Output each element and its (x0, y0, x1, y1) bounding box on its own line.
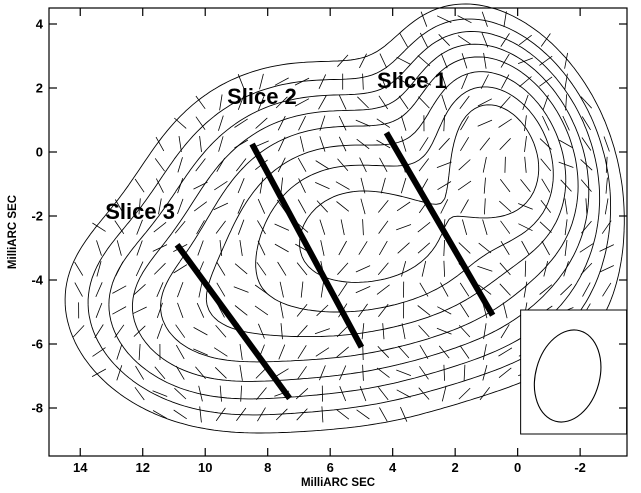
y-tick-label: -6 (31, 337, 43, 352)
y-tick-label: -8 (31, 401, 43, 416)
plot-frame (48, 7, 628, 457)
y-tick-label: -2 (31, 209, 43, 224)
x-tick-label: 12 (135, 460, 149, 475)
x-tick-label: 14 (73, 460, 88, 475)
slice-line-1 (383, 131, 496, 317)
slice-line-3 (174, 243, 292, 401)
x-tick-label: 6 (327, 460, 334, 475)
polarization-vector-layer (73, 11, 614, 423)
contour-level-5 (160, 56, 579, 363)
contour-level-7 (255, 86, 554, 313)
x-tick-label: 2 (452, 460, 459, 475)
x-tick-label: 0 (514, 460, 521, 475)
axes-layer: 14 12 10 8 6 4 2 0 -2 4 2 0 -2 -4 -6 -8 (31, 8, 627, 475)
contour-level-1 (64, 3, 625, 434)
slice-line-2 (249, 142, 365, 349)
beam-inset (520, 309, 628, 435)
y-tick-label: 4 (36, 17, 44, 32)
contour-level-4 (131, 43, 590, 382)
y-tick-label: 0 (36, 145, 43, 160)
polarization-vectors (73, 11, 614, 423)
contour-level-8 (299, 104, 540, 283)
slice-label-3: Slice 3 (105, 199, 175, 224)
slice-label-1: Slice 1 (377, 68, 447, 93)
x-axis-title: MilliARC SEC (301, 477, 375, 489)
y-tick-label: 2 (36, 81, 43, 96)
y-axis-title: MilliARC SEC (7, 195, 19, 269)
slice-label-2: Slice 2 (227, 84, 297, 109)
x-tick-label: 4 (389, 460, 397, 475)
x-tick-label: -2 (574, 460, 586, 475)
beam-ellipse (533, 329, 602, 423)
beam-box (520, 309, 628, 435)
y-tick-label: -4 (31, 273, 43, 288)
x-tick-label: 8 (264, 460, 271, 475)
slice-layer: Slice 1 Slice 2 Slice 3 (105, 68, 496, 401)
x-tick-label: 10 (198, 460, 212, 475)
contour-level-6 (205, 71, 567, 338)
